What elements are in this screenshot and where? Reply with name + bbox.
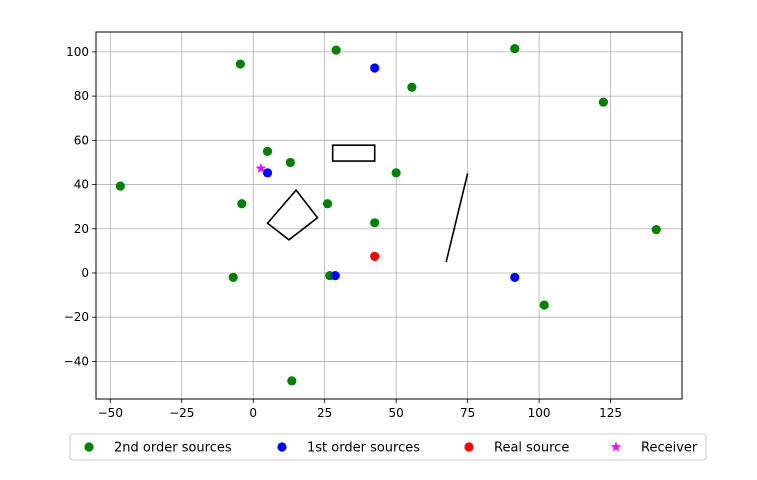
- legend: 2nd order sources 1st order sources Real s…: [69, 433, 707, 461]
- 2nd-order-sources-point: [287, 376, 297, 386]
- real-source-legend-label: Real source: [494, 441, 569, 456]
- y-axis: −40 −20 0 20 40 60 80 100: [64, 45, 96, 368]
- 2nd-order-sources-point: [510, 43, 520, 54]
- x-tick-label: 25: [317, 406, 332, 420]
- 2nd-order-sources-point: [115, 181, 125, 191]
- 2nd-order-sources-point: [235, 59, 245, 69]
- real-source-point: [370, 251, 380, 262]
- 2nd-order-sources-point: [539, 300, 549, 310]
- y-tick-label: −20: [64, 310, 89, 324]
- y-tick-label: 20: [74, 222, 89, 236]
- 2nd-order-sources-point: [237, 199, 247, 209]
- x-tick-label: 75: [460, 406, 475, 420]
- receiver-legend-label: Receiver: [641, 441, 698, 456]
- x-tick-label: 0: [249, 406, 257, 420]
- y-tick-label: 100: [66, 45, 89, 59]
- x-tick-label: 125: [599, 406, 622, 420]
- 2nd-order-sources-point: [651, 225, 661, 235]
- y-tick-label: 40: [74, 178, 89, 192]
- 2nd-order-sources-point: [262, 146, 273, 156]
- y-tick-label: −40: [64, 354, 89, 368]
- plot-frame: [95, 31, 683, 400]
- y-tick-label: 0: [81, 266, 89, 280]
- receiver-legend-marker: [610, 441, 622, 452]
- 1st-order-sources-point: [370, 63, 380, 73]
- 2nd-order-sources-point: [331, 45, 341, 55]
- grid: [96, 32, 682, 399]
- obstacle-shape: [331, 144, 376, 162]
- obstacle-shape: [266, 188, 319, 241]
- 1st-order-sources-legend-label: 1st order sources: [307, 441, 420, 456]
- 2nd-order-sources-point: [598, 97, 608, 107]
- x-tick-label: 50: [389, 406, 404, 420]
- 1st-order-sources-point: [330, 271, 340, 281]
- 2nd-order-sources-point: [391, 168, 401, 178]
- data-points: [115, 43, 661, 386]
- x-tick-label: −25: [169, 406, 194, 420]
- 2nd-order-sources-point: [322, 199, 333, 209]
- y-tick-label: 80: [74, 89, 89, 103]
- real-source-legend-marker: [464, 442, 474, 452]
- 2nd-order-sources-legend-marker: [84, 442, 94, 452]
- 1st-order-sources-point: [262, 168, 273, 178]
- 2nd-order-sources-point: [407, 82, 417, 92]
- 2nd-order-sources-point: [228, 272, 238, 283]
- y-tick-label: 60: [74, 133, 89, 147]
- receiver-point: [255, 162, 267, 173]
- 1st-order-sources-legend-marker: [277, 442, 287, 452]
- 2nd-order-sources-point: [285, 157, 295, 168]
- 2nd-order-sources-point: [370, 218, 380, 228]
- x-tick-label: 100: [528, 406, 551, 420]
- room-geometry: [266, 144, 469, 263]
- 2nd-order-sources-legend-label: 2nd order sources: [114, 441, 232, 456]
- wall-line: [445, 173, 469, 263]
- 1st-order-sources-point: [510, 272, 520, 283]
- legend-box: [69, 433, 707, 461]
- x-tick-label: −50: [98, 406, 123, 420]
- x-axis: −50 −25 0 25 50 75 100 125: [98, 399, 622, 420]
